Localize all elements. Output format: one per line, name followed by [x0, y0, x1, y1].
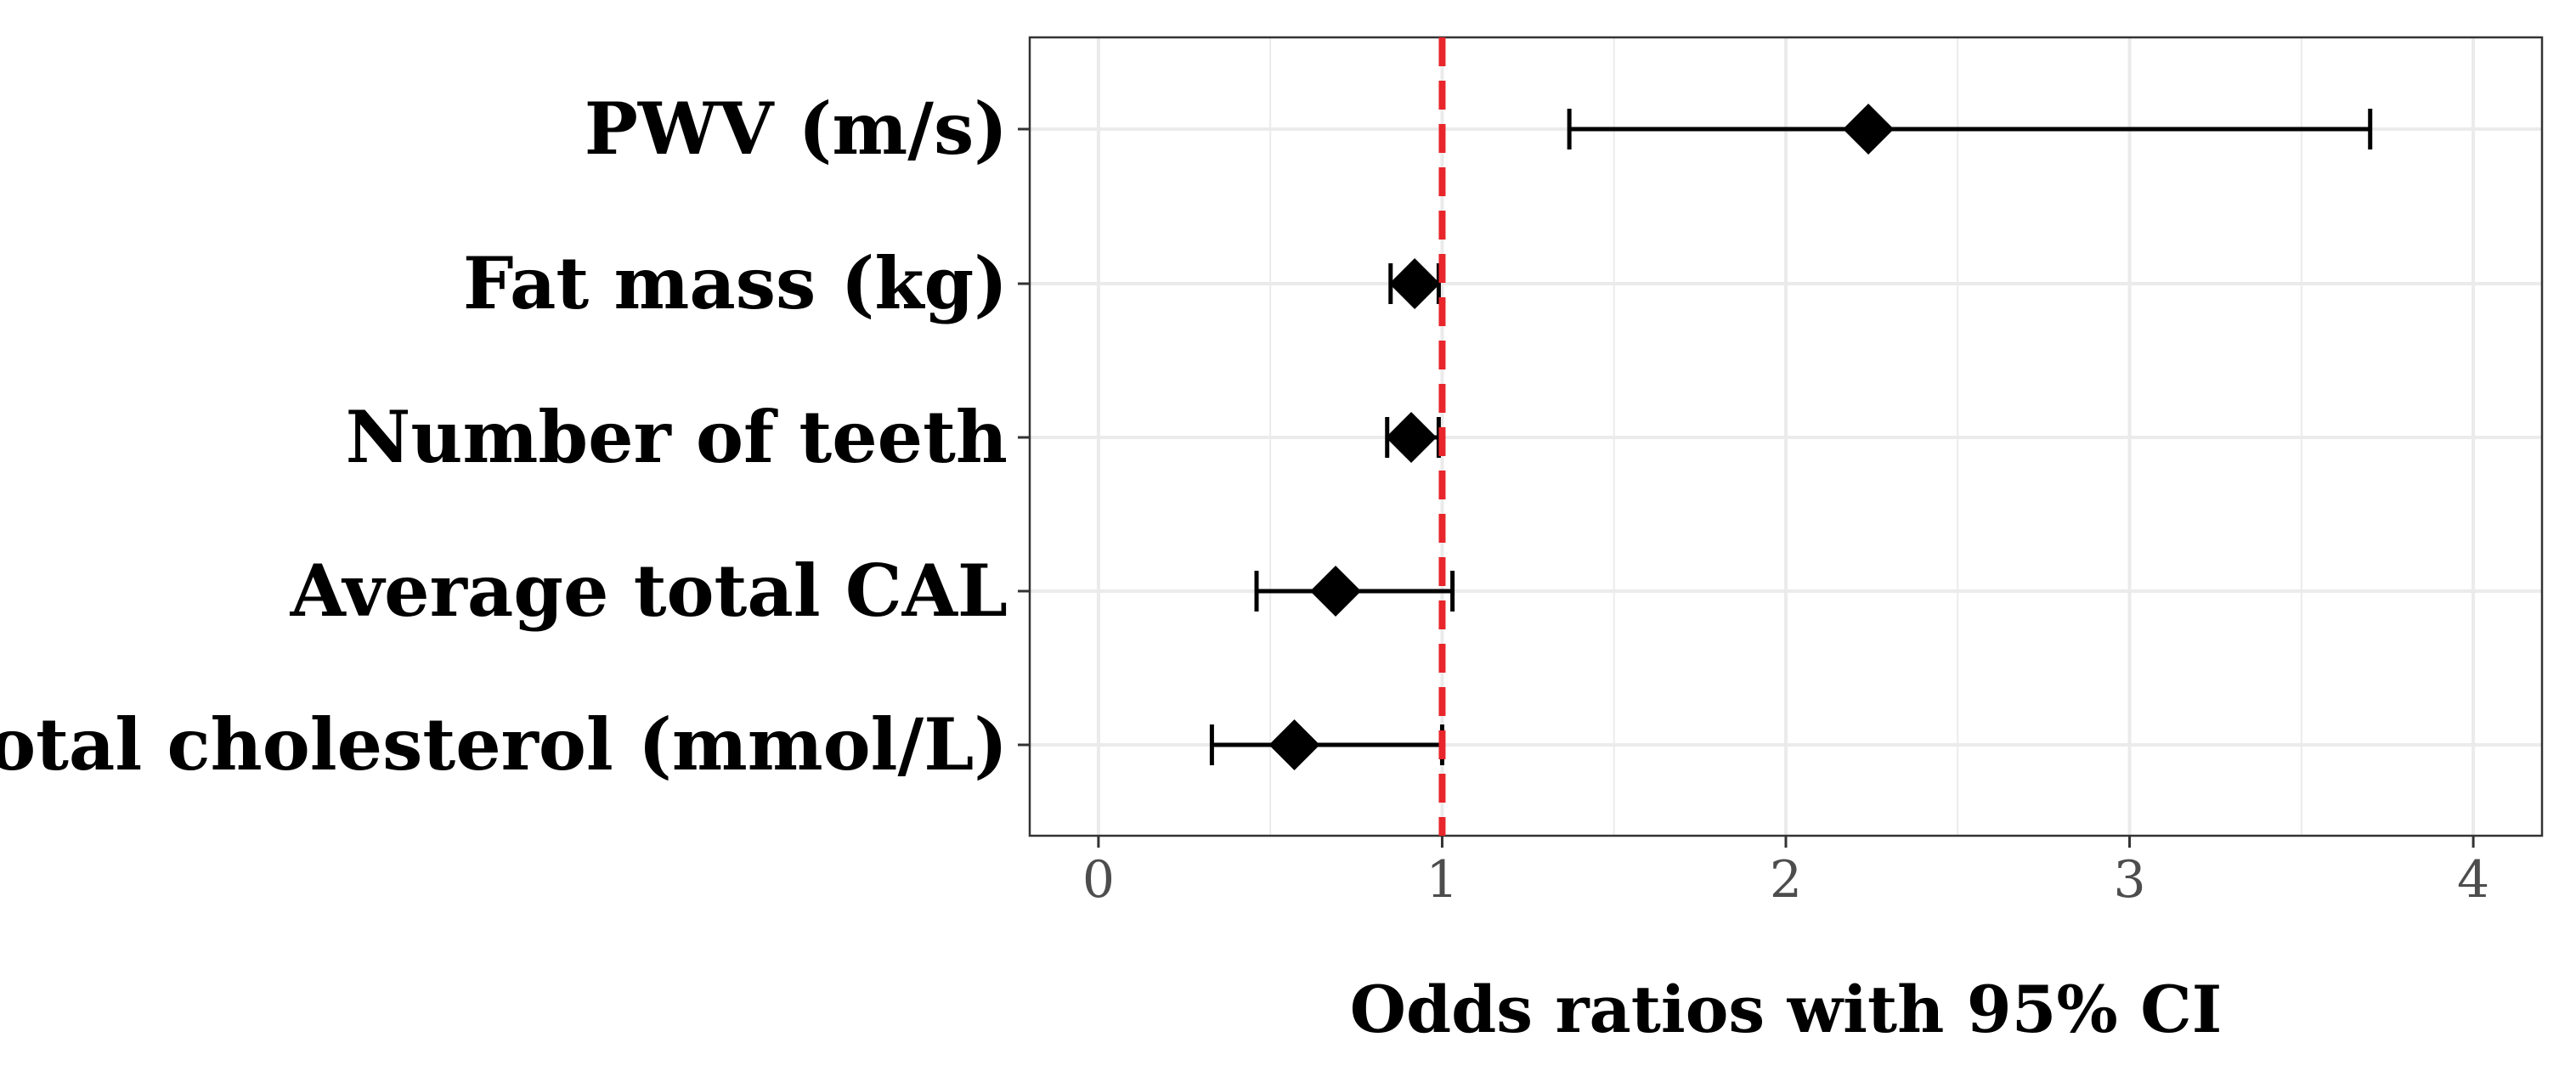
x-tick-label: 3: [2113, 850, 2145, 910]
estimate-point: [1843, 104, 1895, 155]
estimate-point: [1310, 566, 1362, 617]
estimate-point: [1389, 258, 1441, 309]
x-tick-label: 2: [1770, 850, 1802, 910]
category-label: PWV (m/s): [585, 87, 1008, 171]
estimate-point: [1386, 412, 1438, 463]
category-label: Number of teeth: [346, 395, 1008, 479]
x-tick-label: 0: [1082, 850, 1115, 910]
category-label: Average total CAL: [290, 549, 1008, 633]
x-axis-title: Odds ratios with 95% CI: [1350, 972, 2223, 1047]
estimate-point: [1268, 719, 1320, 770]
category-label: Total cholesterol (mmol/L): [0, 702, 1008, 786]
x-tick-label: 1: [1426, 850, 1458, 910]
category-label: Fat mass (kg): [463, 241, 1008, 325]
x-tick-label: 4: [2457, 850, 2489, 910]
